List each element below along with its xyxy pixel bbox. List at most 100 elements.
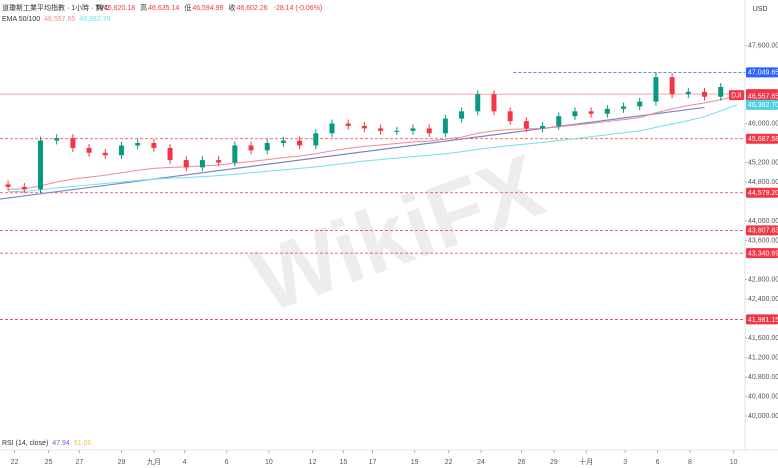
- ohlc-label: 開: [96, 4, 103, 12]
- candle-body: [378, 128, 384, 131]
- candle-body: [183, 160, 189, 168]
- candle-body: [86, 147, 92, 153]
- x-tick-label: 25: [45, 459, 53, 466]
- price-tag-label: 46,557.65: [748, 94, 778, 101]
- x-tick-label: 22: [445, 459, 453, 466]
- candle-body: [5, 184, 11, 187]
- ohlc-value: 46,594.99: [192, 5, 223, 12]
- candle-body: [199, 160, 205, 168]
- x-tick-label: 12: [309, 459, 317, 466]
- price-tag: [746, 91, 778, 102]
- candle-body: [118, 145, 124, 156]
- candle-body: [135, 143, 141, 146]
- price-tag: [746, 314, 778, 325]
- x-tick-label: 22: [11, 459, 19, 466]
- price-tag-label: 45,687.58: [748, 136, 778, 143]
- ohlc-value: 46,602.26: [236, 5, 267, 12]
- candle-body: [151, 143, 157, 148]
- candle-body: [669, 77, 675, 95]
- price-tag: [746, 248, 778, 259]
- price-tag-label: 47,049.65: [748, 70, 778, 77]
- y-tick-label: 40,000.00: [748, 413, 778, 420]
- candle-body: [54, 138, 60, 141]
- y-tick-label: 41,600.00: [748, 335, 778, 342]
- y-tick-label: 42,800.00: [748, 276, 778, 283]
- price-tag: [746, 225, 778, 236]
- y-tick-label: 45,200.00: [748, 159, 778, 166]
- x-tick-label: 6: [656, 459, 660, 466]
- candle-body: [604, 108, 610, 114]
- rsi-value: 47.94: [52, 440, 70, 447]
- candle-body: [556, 116, 562, 126]
- price-tag-label: 44,579.20: [748, 190, 778, 197]
- candle-body: [572, 111, 578, 117]
- candle-body: [264, 143, 270, 151]
- x-tick-label: 26: [518, 459, 526, 466]
- candle-body: [345, 123, 351, 126]
- currency: USD: [753, 6, 768, 13]
- candle-body: [313, 133, 319, 146]
- candle-body: [507, 111, 513, 122]
- symbol-tag: [729, 90, 744, 101]
- candle-body: [297, 140, 303, 146]
- price-tag: [746, 133, 778, 144]
- candle-body: [37, 140, 43, 190]
- candle-body: [167, 147, 173, 161]
- chart-title: 道瓊斯工業平均指數 · 1小時 · TVC: [2, 3, 109, 12]
- indicator-label: EMA 50/100: [2, 16, 40, 23]
- ohlc-label: 低: [184, 3, 191, 12]
- candle-body: [523, 121, 529, 129]
- candle-body: [588, 111, 594, 114]
- ohlc-value: -28.14 (-0.06%): [274, 5, 323, 12]
- candle-body: [653, 77, 659, 102]
- candle-body: [718, 86, 724, 97]
- y-tick-label: 43,600.00: [748, 237, 778, 244]
- rsi-label: RSI (14, close): [2, 440, 48, 447]
- candle-body: [540, 125, 546, 129]
- ema-line: [8, 95, 738, 190]
- candle-body: [685, 91, 691, 95]
- x-tick-label: 17: [369, 459, 377, 466]
- y-tick-label: 40,400.00: [748, 393, 778, 400]
- candle-body: [21, 186, 27, 190]
- candle-body: [102, 152, 108, 156]
- x-tick-label: 九月: [147, 457, 161, 466]
- candle-body: [280, 140, 286, 144]
- y-tick-label: 42,400.00: [748, 296, 778, 303]
- x-tick-label: 29: [550, 459, 558, 466]
- ohlc-value: 46,620.18: [104, 5, 135, 12]
- candle-body: [442, 118, 448, 134]
- plot-layer: [0, 72, 740, 200]
- y-tick-label: 44,000.00: [748, 218, 778, 225]
- x-tick-label: 6: [225, 459, 229, 466]
- candle-body: [232, 145, 238, 163]
- price-tag: [746, 187, 778, 198]
- candle-body: [491, 94, 497, 112]
- legend-entry: 46,557.65: [44, 16, 75, 23]
- ohlc-label: 收: [228, 3, 235, 12]
- candle-body: [410, 128, 416, 131]
- price-tag: [746, 99, 778, 110]
- x-tick-label: 十月: [579, 457, 593, 466]
- candle-body: [459, 111, 465, 119]
- candle-body: [216, 160, 222, 163]
- ema-line: [8, 104, 738, 193]
- trendline: [0, 106, 705, 200]
- y-tick-label: 46,000.00: [748, 120, 778, 127]
- candle-body: [637, 101, 643, 107]
- candle-body: [361, 125, 367, 129]
- x-tick-label: 4: [183, 459, 187, 466]
- x-tick-label: 27: [75, 459, 83, 466]
- candle-body: [329, 123, 335, 134]
- price-tag-label: 43,340.69: [748, 250, 778, 257]
- x-tick-label: 10: [730, 459, 738, 466]
- ohlc-label: 高: [140, 3, 147, 12]
- y-tick-label: 41,200.00: [748, 354, 778, 361]
- x-tick-label: 15: [339, 459, 347, 466]
- ohlc-value: 46,635.14: [148, 5, 179, 12]
- y-tick-label: 44,800.00: [748, 179, 778, 186]
- y-tick-label: 47,600.00: [748, 42, 778, 49]
- price-tag-label: 46,382.70: [748, 102, 778, 109]
